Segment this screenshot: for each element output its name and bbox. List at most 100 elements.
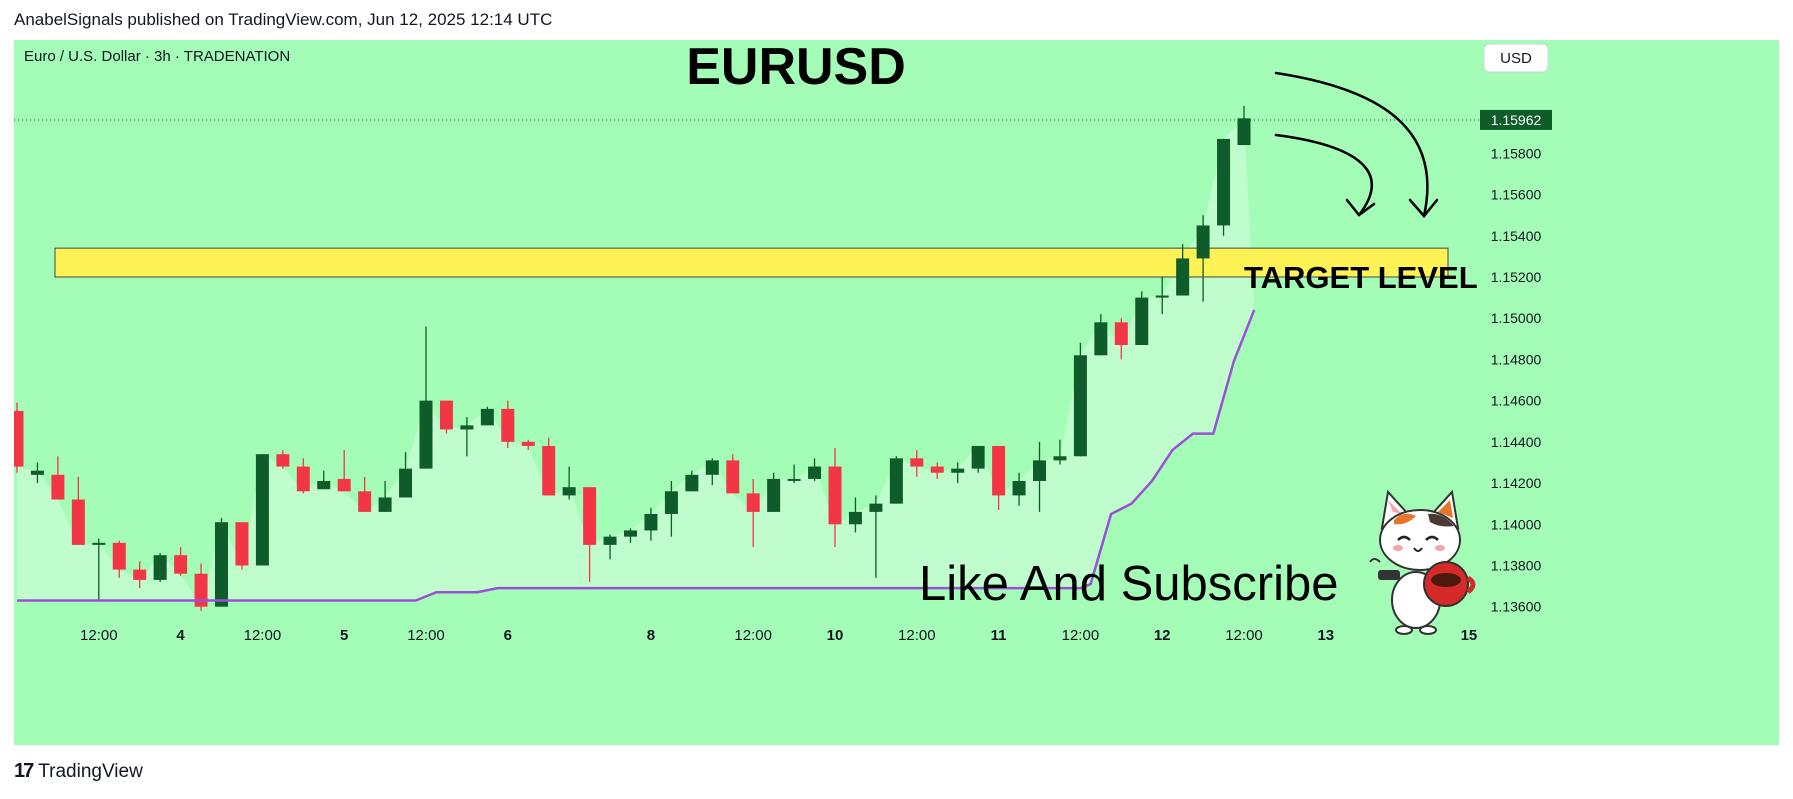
price-tick-label: 1.14200 bbox=[1491, 475, 1542, 491]
candle-body bbox=[419, 400, 433, 469]
candle-body bbox=[460, 425, 474, 430]
time-axis[interactable]: 312:00412:00512:006812:001012:001112:001… bbox=[5, 627, 1478, 644]
candle-body bbox=[848, 511, 862, 525]
price-tick-label: 1.15200 bbox=[1491, 269, 1542, 285]
price-axis[interactable]: 1.15800 1.15600 1.15400 1.15200 1.15000 1.148… bbox=[1491, 145, 1542, 614]
candle-body bbox=[767, 478, 781, 512]
candle-body bbox=[603, 536, 617, 545]
candle-body bbox=[439, 400, 453, 430]
candle-body bbox=[1217, 138, 1231, 226]
last-price-value: 1.15962 bbox=[1491, 112, 1542, 128]
candle-body bbox=[685, 474, 699, 492]
candle-body bbox=[542, 445, 556, 496]
price-tick-label: 1.15000 bbox=[1491, 310, 1542, 326]
candle-body bbox=[869, 503, 883, 512]
time-tick-label: 5 bbox=[340, 627, 348, 644]
price-tick-label: 1.15600 bbox=[1491, 187, 1542, 203]
candle-body bbox=[153, 555, 167, 580]
time-tick-label: 8 bbox=[647, 627, 655, 644]
time-tick-label: 13 bbox=[1317, 627, 1334, 644]
publisher-header: AnabelSignals published on TradingView.c… bbox=[14, 10, 552, 30]
time-tick-label: 10 bbox=[827, 627, 844, 644]
time-tick-label: 12:00 bbox=[1062, 627, 1100, 644]
time-tick-label: 12:00 bbox=[1225, 627, 1263, 644]
price-tick-label: 1.14400 bbox=[1491, 434, 1542, 450]
candle-body bbox=[30, 470, 44, 475]
curved-arrow-long bbox=[1274, 71, 1429, 218]
chart-title: EURUSD bbox=[686, 40, 906, 96]
candle-body bbox=[705, 460, 719, 475]
candle-body bbox=[951, 468, 965, 473]
candlestick-chart[interactable]: Euro / U.S. Dollar · 3h · TRADENATION EU… bbox=[5, 38, 1779, 745]
candle-body bbox=[889, 458, 903, 504]
price-tick-label: 1.15400 bbox=[1491, 228, 1542, 244]
arrow-head-short bbox=[1345, 198, 1376, 217]
candle-body bbox=[1237, 118, 1251, 146]
candle-body bbox=[910, 458, 924, 467]
candle-body bbox=[1155, 295, 1169, 298]
candle-body bbox=[1073, 355, 1087, 457]
symbol-info: Euro / U.S. Dollar · 3h · TRADENATION bbox=[24, 48, 290, 65]
time-tick-label: 12:00 bbox=[898, 627, 936, 644]
candle-body bbox=[971, 445, 985, 469]
price-tick-label: 1.14800 bbox=[1491, 351, 1542, 367]
tradingview-brand[interactable]: TradingView bbox=[38, 760, 143, 782]
candle-body bbox=[808, 466, 822, 479]
arrow-annotations bbox=[1274, 71, 1439, 218]
price-tick-label: 1.15800 bbox=[1491, 145, 1542, 161]
candle-body bbox=[337, 478, 351, 492]
candle-body bbox=[664, 491, 678, 514]
candle-body bbox=[112, 542, 126, 570]
candle-body bbox=[828, 466, 842, 525]
price-tick-label: 1.13800 bbox=[1491, 557, 1542, 573]
candle-body bbox=[1114, 322, 1128, 345]
time-tick-label: 6 bbox=[504, 627, 512, 644]
candle-body bbox=[378, 497, 392, 512]
candle-body bbox=[1135, 297, 1149, 345]
candle-body bbox=[255, 454, 269, 566]
time-tick-label: 12:00 bbox=[734, 627, 772, 644]
candle-body bbox=[746, 493, 760, 512]
candle-body bbox=[501, 408, 515, 442]
time-tick-label: 15 bbox=[1461, 627, 1478, 644]
price-tick-label: 1.14000 bbox=[1491, 516, 1542, 532]
candle-body bbox=[930, 466, 944, 473]
candle-layer bbox=[10, 118, 1251, 607]
target-level-label: TARGET LEVEL bbox=[1244, 260, 1478, 295]
candle-body bbox=[992, 445, 1006, 496]
candle-body bbox=[521, 441, 535, 446]
price-tick-label: 1.13600 bbox=[1491, 599, 1542, 615]
chart-area[interactable]: Euro / U.S. Dollar · 3h · TRADENATION EU… bbox=[5, 38, 1779, 745]
time-tick-label: 12:00 bbox=[244, 627, 282, 644]
arrow-head-long bbox=[1408, 198, 1439, 218]
time-tick-label: 12:00 bbox=[80, 627, 118, 644]
candle-body bbox=[235, 522, 249, 566]
candle-body bbox=[726, 460, 740, 494]
candle-body bbox=[1094, 322, 1108, 356]
currency-button[interactable]: USD bbox=[1483, 43, 1549, 73]
footer: 17 TradingView bbox=[14, 760, 143, 783]
target-zone-rect bbox=[54, 247, 1449, 278]
candle-body bbox=[133, 569, 147, 580]
candle-body bbox=[1053, 456, 1067, 461]
candle-body bbox=[317, 480, 331, 490]
candle-body bbox=[624, 530, 637, 537]
envelope-line bbox=[17, 309, 1256, 602]
price-tick-label: 1.14600 bbox=[1491, 393, 1542, 409]
candle-body bbox=[71, 499, 85, 545]
publisher-text: AnabelSignals published on TradingView.c… bbox=[14, 10, 553, 29]
currency-label: USD bbox=[1500, 50, 1532, 67]
last-price-badge: 1.15962 bbox=[1480, 109, 1552, 130]
candle-body bbox=[358, 491, 372, 512]
candle-body bbox=[787, 478, 801, 481]
candle-body bbox=[562, 487, 576, 496]
candle-body bbox=[1012, 480, 1026, 496]
curved-arrow-short bbox=[1274, 133, 1373, 217]
candle-body bbox=[92, 542, 106, 545]
time-tick-label: 4 bbox=[176, 627, 185, 644]
candle-body bbox=[399, 468, 413, 498]
time-tick-label: 11 bbox=[991, 627, 1007, 644]
tradingview-logo-icon[interactable]: 17 bbox=[14, 760, 34, 782]
cat-sticker bbox=[1369, 489, 1476, 635]
time-tick-label: 12 bbox=[1154, 627, 1171, 644]
